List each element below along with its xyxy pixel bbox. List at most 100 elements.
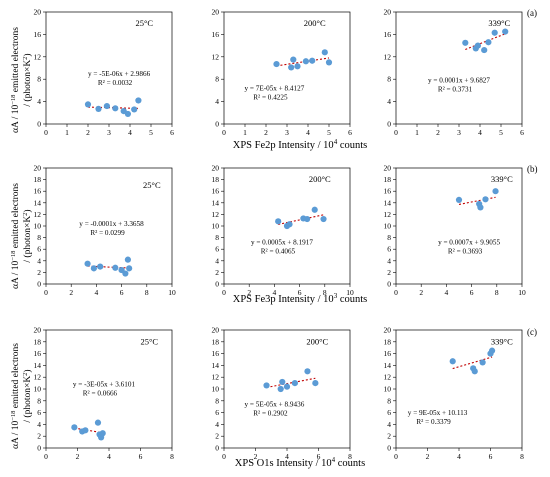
svg-text:/ (photon×K2): / (photon×K2) bbox=[22, 369, 33, 422]
data-point bbox=[283, 383, 291, 390]
trend-equation: y = -0.0001x + 3.3658 bbox=[79, 220, 144, 228]
y-tick-label: 20 bbox=[384, 164, 392, 173]
x-tick-label: 0 bbox=[222, 128, 226, 137]
data-point bbox=[290, 56, 297, 63]
temperature-label: 339°C bbox=[491, 174, 513, 184]
svg-text:/ (photon×K2): / (photon×K2) bbox=[22, 209, 33, 262]
y-tick-label: 8 bbox=[215, 396, 219, 405]
data-point bbox=[312, 380, 319, 387]
y-tick-label: 6 bbox=[215, 408, 219, 417]
y-tick-label: 6 bbox=[37, 245, 41, 254]
x-tick-label: 6 bbox=[120, 288, 124, 297]
y-tick-label: 12 bbox=[212, 210, 220, 219]
x-tick-label: 6 bbox=[489, 452, 493, 461]
data-point bbox=[275, 218, 282, 225]
y-tick-label: 0 bbox=[387, 120, 391, 129]
temperature-label: 339°C bbox=[488, 18, 510, 28]
x-tick-label: 8 bbox=[495, 288, 499, 297]
svg-text:αA / 10−18 emitted electrons: αA / 10−18 emitted electrons bbox=[10, 343, 21, 449]
x-tick-label: 5 bbox=[149, 128, 153, 137]
data-point bbox=[482, 196, 489, 203]
data-point bbox=[263, 382, 270, 389]
data-point bbox=[286, 221, 293, 228]
y-tick-label: 14 bbox=[212, 361, 220, 370]
y-tick-label: 4 bbox=[215, 256, 219, 265]
x-tick-label: 4 bbox=[95, 288, 99, 297]
data-point bbox=[294, 63, 301, 70]
r-squared: R² = 0.3693 bbox=[448, 248, 483, 256]
y-tick-label: 6 bbox=[387, 408, 391, 417]
data-point bbox=[325, 59, 333, 66]
data-point bbox=[492, 188, 499, 195]
data-point bbox=[90, 265, 97, 272]
y-tick-label: 14 bbox=[34, 361, 42, 370]
panel-label-c: (c) bbox=[527, 327, 537, 337]
y-tick-label: 4 bbox=[215, 420, 219, 429]
data-point bbox=[502, 28, 509, 35]
trendline bbox=[276, 57, 330, 67]
y-tick-label: 10 bbox=[212, 222, 220, 231]
x-tick-label: 2 bbox=[247, 288, 251, 297]
data-point bbox=[320, 215, 327, 223]
data-point bbox=[124, 110, 131, 118]
x-tick-label: 0 bbox=[44, 452, 48, 461]
data-point bbox=[84, 101, 92, 108]
y-tick-label: 8 bbox=[387, 396, 391, 405]
x-tick-label: 6 bbox=[520, 128, 524, 137]
data-point bbox=[279, 378, 286, 386]
panel-label-b: (b) bbox=[527, 164, 538, 174]
data-point bbox=[288, 64, 295, 71]
x-axis-label-row-a: XPS Fe2p Intensity / 104 counts bbox=[233, 138, 367, 151]
x-tick-label: 6 bbox=[317, 452, 321, 461]
data-point bbox=[97, 263, 104, 270]
y-tick-label: 16 bbox=[212, 349, 220, 358]
y-tick-label: 16 bbox=[34, 349, 42, 358]
x-tick-label: 10 bbox=[168, 288, 176, 297]
x-tick-label: 4 bbox=[445, 288, 449, 297]
trend-equation: y = 9E-05x + 10.113 bbox=[408, 409, 468, 417]
data-point bbox=[135, 97, 142, 104]
data-point bbox=[71, 424, 78, 431]
x-tick-label: 5 bbox=[327, 128, 331, 137]
y-tick-label: 10 bbox=[384, 385, 392, 394]
x-tick-label: 4 bbox=[128, 128, 132, 137]
data-point bbox=[99, 430, 106, 437]
x-tick-label: 6 bbox=[139, 452, 143, 461]
y-tick-label: 20 bbox=[34, 326, 42, 335]
scatter-chart-7: 0 2 4 6 8 10 12 14 16 18 20 0 2 4 6 8 25°C y = -3E-05x + … bbox=[34, 326, 175, 462]
x-tick-label: 6 bbox=[170, 128, 174, 137]
trendline bbox=[266, 377, 316, 389]
data-point bbox=[311, 206, 318, 213]
y-tick-label: 0 bbox=[215, 444, 219, 453]
x-tick-label: 8 bbox=[348, 452, 352, 461]
data-point bbox=[304, 215, 311, 223]
data-point bbox=[488, 347, 496, 354]
x-tick-label: 8 bbox=[520, 452, 524, 461]
y-tick-label: 10 bbox=[34, 385, 42, 394]
x-tick-label: 1 bbox=[65, 128, 69, 137]
temperature-label: 200°C bbox=[304, 18, 326, 28]
scatter-chart-9: 0 2 4 6 8 10 12 14 16 18 20 0 2 4 6 8 339°C y = 9E-05x + … bbox=[384, 326, 525, 462]
x-tick-label: 3 bbox=[457, 128, 461, 137]
x-tick-label: 8 bbox=[323, 288, 327, 297]
x-tick-label: 2 bbox=[264, 128, 268, 137]
y-tick-label: 18 bbox=[34, 175, 42, 184]
data-point bbox=[273, 60, 280, 68]
y-tick-label: 12 bbox=[34, 52, 42, 61]
y-tick-label: 12 bbox=[384, 52, 392, 61]
trendline bbox=[465, 33, 506, 50]
y-tick-label: 6 bbox=[387, 245, 391, 254]
y-tick-label: 12 bbox=[212, 52, 220, 61]
r-squared: R² = 0.0299 bbox=[90, 229, 125, 237]
x-axis-label-row-b: XPS Fe3p Intensity / 103 counts bbox=[233, 292, 367, 305]
trend-equation: y = 5E-05x + 8.9436 bbox=[244, 401, 304, 409]
scatter-chart-5: 0 2 4 6 8 10 12 14 16 18 20 0 2 4 6 8 10 200°C y = 0.0005x… bbox=[212, 164, 355, 298]
x-tick-label: 0 bbox=[394, 452, 398, 461]
y-tick-label: 8 bbox=[387, 75, 391, 84]
x-tick-label: 4 bbox=[457, 452, 461, 461]
x-tick-label: 2 bbox=[419, 288, 423, 297]
